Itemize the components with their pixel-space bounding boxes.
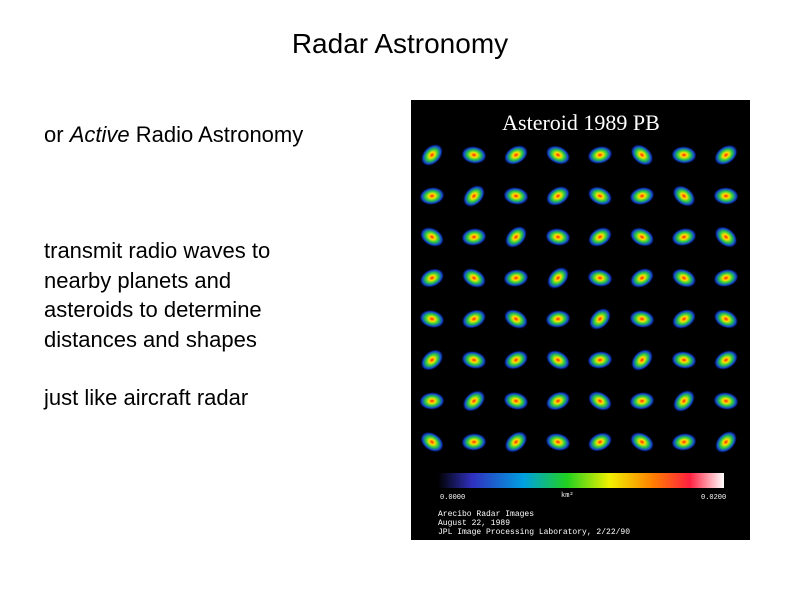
color-bar xyxy=(438,473,724,488)
radar-blob xyxy=(713,349,739,371)
radar-image: Asteroid 1989 PB 0.0000 km² 0.0200 Areci… xyxy=(411,100,750,540)
text: or xyxy=(44,122,70,147)
radar-blob xyxy=(714,144,738,166)
radar-blob xyxy=(419,309,445,329)
radar-blob xyxy=(461,350,487,370)
radar-blob xyxy=(545,185,571,207)
radar-blob xyxy=(629,227,655,247)
radar-blob xyxy=(588,307,612,331)
radar-blob xyxy=(671,227,697,247)
caption-line: August 22, 1989 xyxy=(438,519,510,528)
radar-blob xyxy=(587,145,613,165)
radar-blob xyxy=(461,309,487,329)
line: asteroids to determine xyxy=(44,297,262,322)
line: nearby planets and xyxy=(44,267,232,293)
radar-blob xyxy=(461,145,487,165)
radar-blob xyxy=(545,391,571,411)
radar-blob xyxy=(462,390,486,412)
radar-blob xyxy=(713,186,739,206)
radar-blob xyxy=(671,145,697,165)
line: transmit radio waves to xyxy=(44,238,271,263)
paragraph: transmit radio waves to nearby planets a… xyxy=(44,236,270,354)
radar-blob xyxy=(587,268,613,288)
radar-blob xyxy=(545,349,571,371)
radar-blob xyxy=(419,226,445,248)
radar-blob xyxy=(629,431,655,453)
radar-blob xyxy=(630,348,654,372)
radar-blob xyxy=(503,350,529,370)
radar-blob xyxy=(545,145,571,165)
radar-blob xyxy=(503,144,529,166)
radar-blob xyxy=(587,350,613,370)
radar-blob xyxy=(419,391,445,411)
radar-blob xyxy=(671,268,697,288)
radar-blob xyxy=(629,391,655,411)
line: just like aircraft radar xyxy=(44,385,249,410)
radar-blob xyxy=(629,186,655,206)
caption-line: JPL Image Processing Laboratory, 2/22/90 xyxy=(438,528,630,537)
radar-blob xyxy=(420,431,444,453)
blob-grid xyxy=(419,143,739,454)
radar-blob xyxy=(545,227,571,247)
radar-blob xyxy=(629,267,655,289)
radar-blob xyxy=(713,268,739,288)
radar-blob xyxy=(545,309,571,329)
scale-unit: km² xyxy=(561,492,574,500)
radar-blob xyxy=(671,432,697,452)
radar-blob xyxy=(504,431,528,453)
radar-blob xyxy=(545,432,571,452)
radar-blob xyxy=(672,389,696,413)
scale-min: 0.0000 xyxy=(440,494,465,502)
radar-blob xyxy=(420,349,444,371)
caption-line: Arecibo Radar Images xyxy=(438,510,534,519)
radar-blob xyxy=(630,144,654,166)
radar-blob xyxy=(587,390,613,412)
radar-blob xyxy=(671,350,697,370)
image-title: Asteroid 1989 PB xyxy=(502,110,660,135)
radar-blob xyxy=(713,391,739,411)
radar-blob xyxy=(419,268,445,288)
radar-blob xyxy=(503,268,529,288)
scale-max: 0.0200 xyxy=(701,494,726,502)
radar-blob xyxy=(503,391,529,411)
radar-blob xyxy=(461,267,487,289)
radar-blob xyxy=(587,186,613,206)
subtitle: or Active Radio Astronomy xyxy=(44,122,303,148)
radar-blob xyxy=(587,432,613,452)
radar-blob xyxy=(462,184,486,208)
paragraph: just like aircraft radar xyxy=(44,383,248,413)
radar-blob xyxy=(461,432,487,452)
radar-blob xyxy=(587,226,613,248)
text: Radio Astronomy xyxy=(129,122,304,147)
line: distances and shapes xyxy=(44,326,257,352)
radar-blob xyxy=(420,143,444,167)
radar-blob xyxy=(672,185,696,207)
slide-title: Radar Astronomy xyxy=(291,28,509,59)
radar-blob xyxy=(629,309,655,329)
radar-blob xyxy=(503,308,529,330)
radar-blob xyxy=(546,266,570,290)
radar-blob xyxy=(461,227,487,247)
radar-blob xyxy=(714,430,738,454)
radar-blob xyxy=(419,186,445,206)
text: Active xyxy=(69,122,130,147)
radar-blob xyxy=(671,308,697,330)
radar-blob xyxy=(503,186,529,206)
radar-blob xyxy=(714,226,738,248)
radar-blob xyxy=(713,309,739,329)
radar-blob xyxy=(504,225,528,249)
